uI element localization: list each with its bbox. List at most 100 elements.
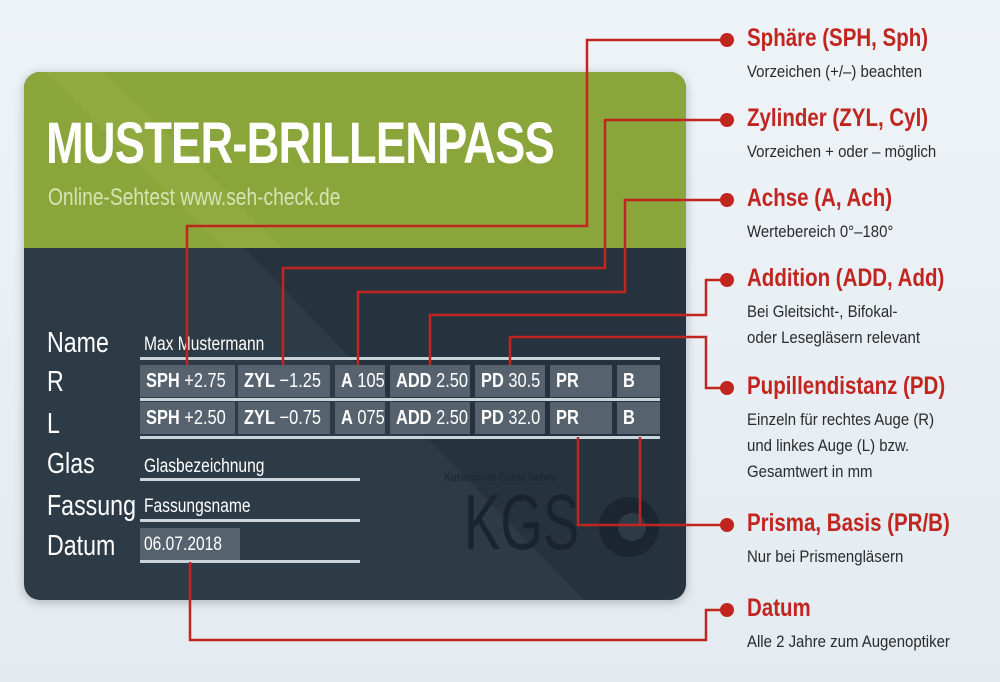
cell-value: 32.0	[508, 407, 541, 429]
cell-l-add: ADD 2.50	[390, 402, 470, 434]
cell-r-b: B	[617, 365, 660, 397]
datum-underline	[140, 560, 360, 563]
bullet-dot-icon	[720, 33, 734, 47]
cell-key: PR	[556, 370, 579, 392]
label-fassung: Fassung	[47, 490, 136, 522]
value-datum: 06.07.2018	[144, 534, 222, 555]
cell-text: PR	[556, 402, 579, 434]
cell-value: −1.25	[279, 370, 322, 392]
cell-key: A	[341, 370, 353, 392]
cell-text: SPH +2.75	[146, 365, 226, 397]
cell-key: A	[341, 407, 353, 429]
cell-l-zyl: ZYL −0.75	[238, 402, 330, 434]
card-subtitle: Online-Sehtest www.seh-check.de	[48, 184, 341, 211]
cell-l-sph: SPH +2.50	[140, 402, 235, 434]
bullet-dot-icon	[720, 603, 734, 617]
connector-achse	[356, 198, 725, 365]
logo-caption: Kuratorium Gutes Sehen	[444, 470, 558, 484]
cell-text: ADD 2.50	[396, 365, 468, 397]
cell-r-sph: SPH +2.75	[140, 365, 235, 397]
cell-l-pr: PR	[550, 402, 612, 434]
annotation-description: Einzeln für rechtes Auge (R)	[747, 410, 935, 429]
cell-key: ZYL	[244, 370, 275, 392]
cell-l-b: B	[617, 402, 660, 434]
connector-sph	[185, 38, 725, 365]
label-r: R	[47, 366, 64, 398]
annotation-description: Vorzeichen + oder – möglich	[747, 142, 937, 161]
cell-text: B	[623, 365, 635, 397]
annotation-title: Pupillendistanz (PD)	[747, 372, 946, 400]
cell-text: ADD 2.50	[396, 402, 468, 434]
cell-text: ZYL −0.75	[244, 402, 321, 434]
cell-value: 075	[357, 407, 385, 429]
cell-r-add: ADD 2.50	[390, 365, 470, 397]
cell-text: B	[623, 402, 635, 434]
card-header-band	[24, 72, 686, 248]
annotation-title: Achse (A, Ach)	[747, 184, 893, 212]
kgs-eye-logo-icon	[599, 497, 659, 557]
cell-r-pr: PR	[550, 365, 612, 397]
cell-text: A 075	[341, 402, 385, 434]
annotation-description: oder Lesegläsern relevant	[747, 328, 920, 347]
bullet-dot-icon	[720, 193, 734, 207]
cell-key: SPH	[146, 370, 180, 392]
cell-value: 2.50	[436, 370, 469, 392]
fassung-underline	[140, 519, 360, 522]
annotation-description: Alle 2 Jahre zum Augenoptiker	[747, 632, 950, 651]
label-name: Name	[47, 327, 109, 359]
annotation-title: Datum	[747, 594, 811, 622]
cell-key: PD	[481, 407, 504, 429]
annotation-description: Bei Gleitsicht-, Bifokal-	[747, 302, 898, 321]
annotation-title: Zylinder (ZYL, Cyl)	[747, 104, 929, 132]
bullet-dot-icon	[720, 518, 734, 532]
glas-underline	[140, 478, 360, 481]
label-datum: Datum	[47, 530, 116, 562]
cell-text: A 105	[341, 365, 385, 397]
connector-add	[428, 278, 725, 365]
cell-key: B	[623, 407, 635, 429]
kgs-logo-letters: KGS	[464, 478, 580, 566]
annotation-title: Prisma, Basis (PR/B)	[747, 509, 950, 537]
cell-text: SPH +2.50	[146, 402, 226, 434]
cell-text: PR	[556, 365, 579, 397]
row-divider	[140, 436, 660, 439]
annotation-description: Wertebereich 0°–180°	[747, 222, 894, 241]
annotation-title: Addition (ADD, Add)	[747, 264, 945, 292]
name-underline	[140, 357, 660, 360]
cell-r-zyl: ZYL −1.25	[238, 365, 330, 397]
cell-key: PR	[556, 407, 579, 429]
cell-value: +2.75	[184, 370, 226, 392]
cell-r-pd: PD 30.5	[475, 365, 545, 397]
cell-key: PD	[481, 370, 504, 392]
cell-value: +2.50	[184, 407, 226, 429]
bullet-dot-icon	[720, 273, 734, 287]
bullet-dot-icon	[720, 113, 734, 127]
connector-pd	[508, 335, 725, 390]
datum-value-box	[140, 528, 240, 560]
connector-datum	[188, 562, 725, 642]
eyeglass-pass-card: MUSTER-BRILLENPASS Online-Sehtest www.se…	[24, 72, 686, 600]
cell-key: ADD	[396, 407, 432, 429]
cell-text: PD 32.0	[481, 402, 540, 434]
bullet-dot-icon	[720, 381, 734, 395]
cell-value: −0.75	[279, 407, 322, 429]
annotation-description: Vorzeichen (+/–) beachten	[747, 62, 923, 81]
row-divider	[140, 398, 660, 401]
cell-key: ADD	[396, 370, 432, 392]
cell-key: SPH	[146, 407, 180, 429]
annotation-description: Gesamtwert in mm	[747, 462, 873, 481]
cell-key: B	[623, 370, 635, 392]
value-fassung: Fassungsname	[144, 496, 251, 517]
label-glas: Glas	[47, 448, 95, 480]
cell-value: 105	[357, 370, 385, 392]
cell-value: 30.5	[508, 370, 541, 392]
cell-text: PD 30.5	[481, 365, 540, 397]
annotation-description: und linkes Auge (L) bzw.	[747, 436, 910, 455]
card-title: MUSTER-BRILLENPASS	[46, 111, 555, 176]
cell-r-a: A 105	[335, 365, 385, 397]
annotation-title: Sphäre (SPH, Sph)	[747, 24, 929, 52]
cell-text: ZYL −1.25	[244, 365, 321, 397]
cell-key: ZYL	[244, 407, 275, 429]
annotation-description: Nur bei Prismengläsern	[747, 547, 904, 566]
